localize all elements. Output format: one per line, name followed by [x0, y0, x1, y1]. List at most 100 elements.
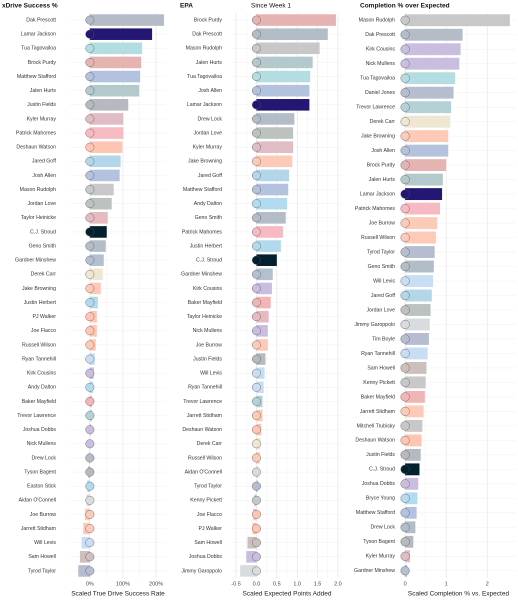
team-logo	[85, 425, 95, 435]
team-logo	[85, 156, 95, 166]
bar	[89, 240, 106, 252]
team-logo	[400, 175, 410, 185]
team-logo	[252, 566, 261, 576]
team-logo	[252, 86, 261, 96]
team-logo	[252, 29, 261, 39]
player-name: Jarrett Stidham	[187, 413, 222, 419]
team-logo	[252, 199, 261, 209]
player-name: Kyler Murray	[366, 554, 396, 560]
team-logo	[400, 146, 410, 156]
player-name: Dak Prescott	[192, 32, 222, 38]
player-name: Nick Mullens	[366, 61, 396, 67]
team-logo	[252, 411, 261, 421]
player-name: Deshaun Watson	[16, 145, 56, 151]
player-name: Mitchell Trubisky	[357, 423, 396, 429]
team-logo	[400, 276, 410, 286]
player-name: Tua Tagovailoa	[21, 46, 56, 52]
bar	[405, 72, 456, 85]
player-name: Joe Burrow	[369, 220, 395, 226]
team-logo	[400, 319, 410, 330]
player-name: Mason Rudolph	[186, 46, 222, 52]
x-tick-label: 200%	[149, 581, 163, 587]
team-logo	[252, 170, 261, 180]
x-axis-title: Scaled True Drive Success Rate	[71, 591, 165, 598]
bar	[89, 197, 112, 210]
bar	[89, 14, 165, 26]
team-logo	[252, 156, 261, 166]
team-logo	[252, 495, 261, 505]
player-name: Drew Lock	[370, 525, 395, 531]
bar	[256, 84, 310, 97]
bar	[89, 141, 123, 153]
bar	[89, 212, 108, 224]
x-tick-label: 0%	[86, 581, 94, 587]
player-name: Drew Lock	[197, 116, 222, 122]
player-name: Jordan Love	[27, 201, 56, 207]
player-name: Jarrett Stidham	[360, 409, 395, 415]
player-name: Gardner Minshew	[181, 272, 222, 278]
player-name: Joe Burrow	[30, 512, 56, 518]
bar	[405, 361, 427, 374]
bar	[89, 42, 143, 55]
player-name: Jordan Love	[193, 130, 222, 136]
team-logo	[400, 392, 410, 402]
team-logo	[85, 100, 95, 110]
player-name: Joe Flacco	[197, 512, 222, 518]
team-logo	[400, 218, 410, 228]
team-logo	[400, 377, 410, 387]
bar	[405, 289, 432, 302]
bar	[78, 565, 90, 577]
player-name: Tyrod Taylor	[367, 249, 395, 255]
player-name: Ryan Tannehill	[22, 356, 56, 362]
team-logo	[85, 439, 95, 449]
bar	[405, 202, 441, 215]
player-name: Sam Howell	[367, 365, 395, 371]
team-logo	[252, 354, 261, 364]
bar	[405, 86, 454, 99]
team-logo	[400, 421, 410, 431]
team-logo	[85, 340, 95, 350]
bar	[405, 246, 435, 258]
bar	[405, 333, 429, 345]
bar	[405, 492, 418, 505]
team-logo	[252, 538, 261, 548]
team-logo	[400, 435, 410, 445]
player-name: Brock Purdy	[367, 162, 396, 168]
team-logo	[400, 73, 410, 83]
player-name: Derek Carr	[197, 441, 223, 447]
team-logo	[252, 524, 261, 534]
player-name: Nick Mullens	[27, 441, 57, 447]
player-name: Jalen Hurts	[30, 88, 57, 94]
player-name: C.J. Stroud	[196, 258, 222, 264]
player-name: Trevor Lawrence	[183, 399, 222, 405]
team-logo	[85, 495, 95, 505]
player-name: PJ Walker	[33, 314, 57, 320]
team-logo	[400, 131, 410, 141]
team-logo	[85, 29, 95, 39]
bar	[405, 506, 417, 519]
team-logo	[252, 114, 261, 124]
bar	[405, 318, 430, 331]
bar	[89, 113, 124, 125]
team-logo	[400, 551, 410, 561]
player-name: Trevor Lawrence	[356, 105, 395, 111]
player-name: Gardner Minshew	[15, 258, 56, 264]
player-name: Kirk Cousins	[27, 371, 57, 377]
panel-subtitle: Since Week 1	[251, 3, 291, 10]
bar	[405, 419, 423, 432]
bar	[405, 521, 416, 534]
player-name: Sam Howell	[194, 540, 222, 546]
bar	[89, 254, 104, 266]
bar	[256, 56, 313, 69]
player-name: Brock Purdy	[28, 60, 57, 66]
team-logo	[400, 261, 410, 272]
player-name: Daniel Jones	[365, 90, 395, 96]
player-name: Bryce Young	[366, 496, 395, 502]
player-name: Tyson Bagent	[363, 539, 395, 545]
panel-title: xDrive Success %	[2, 3, 58, 10]
team-logo	[85, 86, 95, 96]
player-name: Justin Fields	[27, 102, 56, 108]
bar	[405, 130, 449, 143]
player-name: Gardner Minshew	[354, 568, 395, 574]
